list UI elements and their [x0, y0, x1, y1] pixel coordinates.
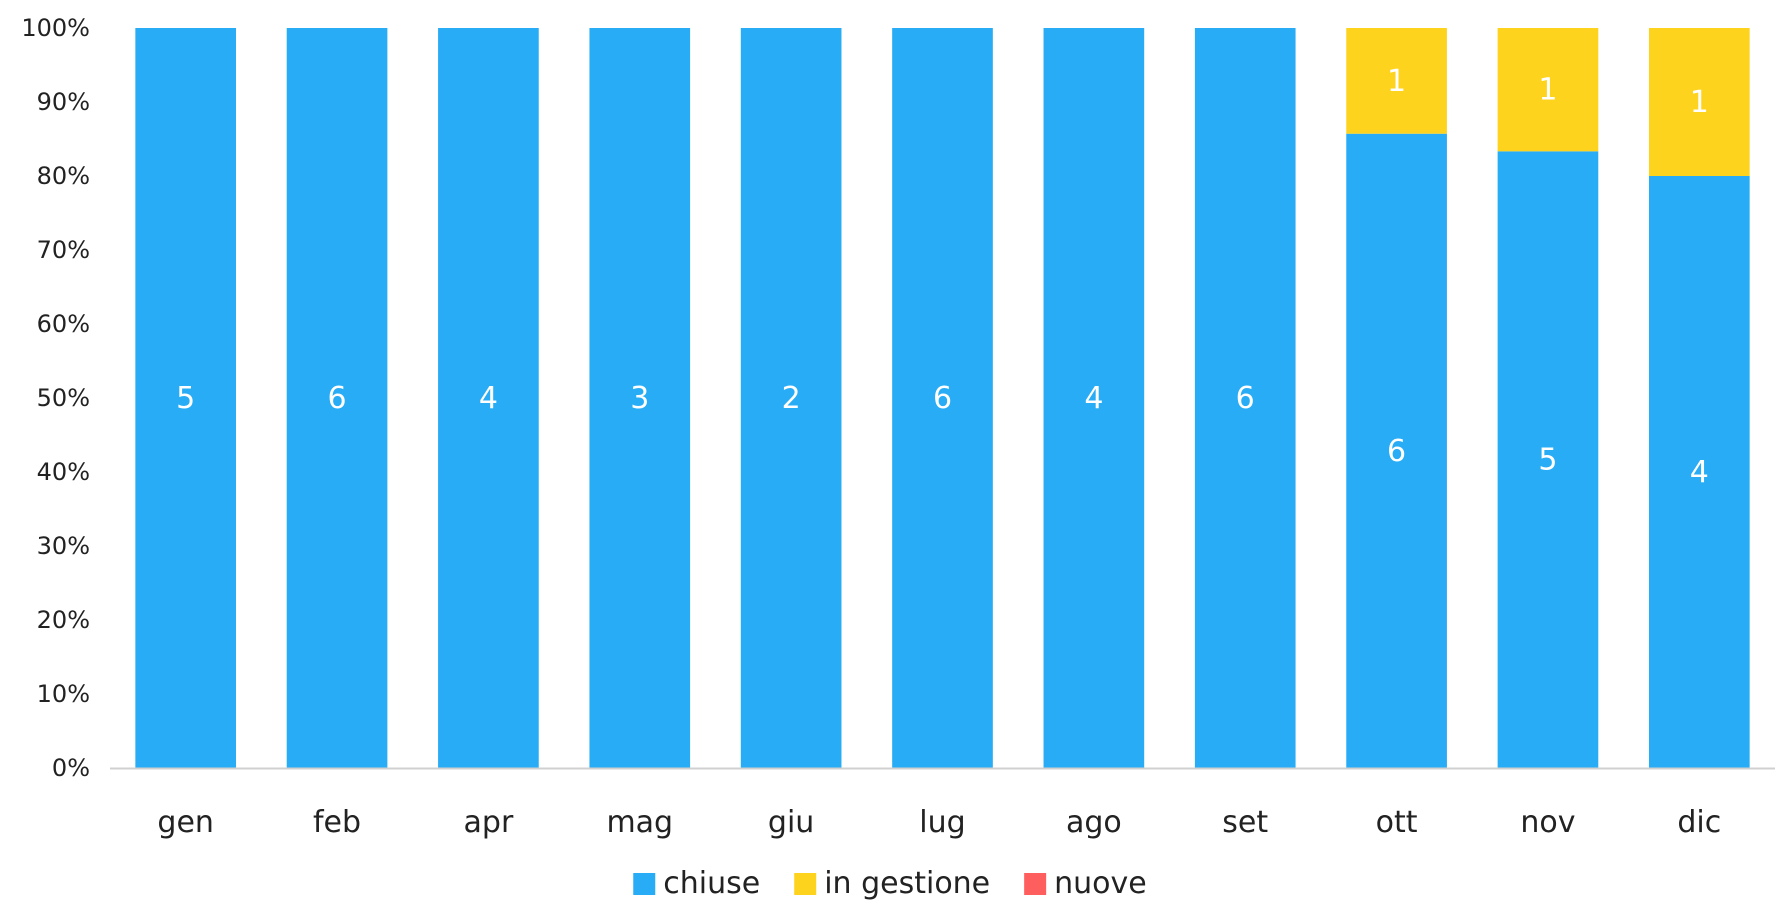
bar-segment	[1648, 28, 1750, 176]
y-tick-label: 10%	[37, 680, 90, 708]
y-tick-label: 80%	[37, 162, 90, 190]
y-tick-label: 20%	[37, 606, 90, 634]
x-tick-label: feb	[313, 805, 361, 840]
x-tick-label: gen	[157, 805, 214, 840]
data-label: 4	[1690, 455, 1709, 490]
data-label: 6	[1236, 381, 1255, 416]
x-axis: gen feb apr mag giu lug ago set ott nov dic	[110, 767, 1775, 840]
x-tick-label: ago	[1066, 805, 1122, 840]
legend-label: nuove	[1054, 866, 1147, 901]
y-tick-label: 50%	[37, 384, 90, 412]
y-tick-label: 90%	[37, 88, 90, 116]
data-label: 4	[1084, 381, 1103, 416]
legend-label: chiuse	[663, 866, 760, 901]
x-tick-label: mag	[606, 805, 673, 840]
bars: 5 6 4 3 2 6 4 6 6 1 5 1 4 1	[135, 28, 1750, 769]
x-tick-label: ott	[1376, 805, 1418, 840]
data-label: 3	[630, 381, 649, 416]
bar-segment	[1497, 151, 1599, 769]
legend: chiuse in gestione nuove	[633, 866, 1147, 901]
bar-segment	[438, 28, 539, 768]
data-label: 1	[1538, 73, 1557, 108]
bar-segment	[892, 28, 993, 768]
bar-segment	[1043, 28, 1145, 768]
legend-swatch	[794, 873, 817, 895]
bar-segment	[589, 28, 691, 768]
bar-segment	[740, 28, 842, 768]
data-label: 6	[933, 381, 952, 416]
data-label: 4	[479, 381, 498, 416]
data-label: 1	[1387, 64, 1406, 99]
x-tick-label: apr	[464, 805, 514, 840]
y-axis: 0% 10% 20% 30% 40% 50% 60% 70% 80% 90% 100%	[21, 14, 90, 782]
x-tick-label: set	[1222, 805, 1268, 840]
data-label: 5	[176, 381, 195, 416]
legend-swatch	[633, 873, 656, 895]
y-tick-label: 70%	[37, 236, 90, 264]
y-tick-label: 30%	[37, 532, 90, 560]
legend-swatch	[1024, 873, 1047, 895]
y-tick-label: 60%	[37, 310, 90, 338]
data-label: 1	[1690, 85, 1709, 120]
data-label: 5	[1538, 443, 1557, 478]
bar-segment	[1497, 28, 1599, 152]
bar-segment	[1648, 176, 1750, 768]
legend-label: in gestione	[824, 866, 990, 901]
x-tick-label: lug	[919, 805, 965, 840]
data-label: 6	[327, 381, 346, 416]
x-tick-label: giu	[768, 805, 814, 840]
bar-segment	[286, 28, 388, 768]
y-tick-label: 100%	[21, 14, 90, 42]
bar-segment	[1346, 28, 1447, 134]
y-tick-label: 0%	[52, 754, 90, 782]
bar-segment	[135, 28, 237, 768]
x-tick-label: dic	[1677, 805, 1721, 840]
data-label: 6	[1387, 434, 1406, 469]
data-label: 2	[782, 381, 801, 416]
bar-segment	[1194, 28, 1296, 768]
x-tick-label: nov	[1520, 805, 1575, 840]
bar-segment	[1346, 133, 1447, 768]
y-tick-label: 40%	[37, 458, 90, 486]
